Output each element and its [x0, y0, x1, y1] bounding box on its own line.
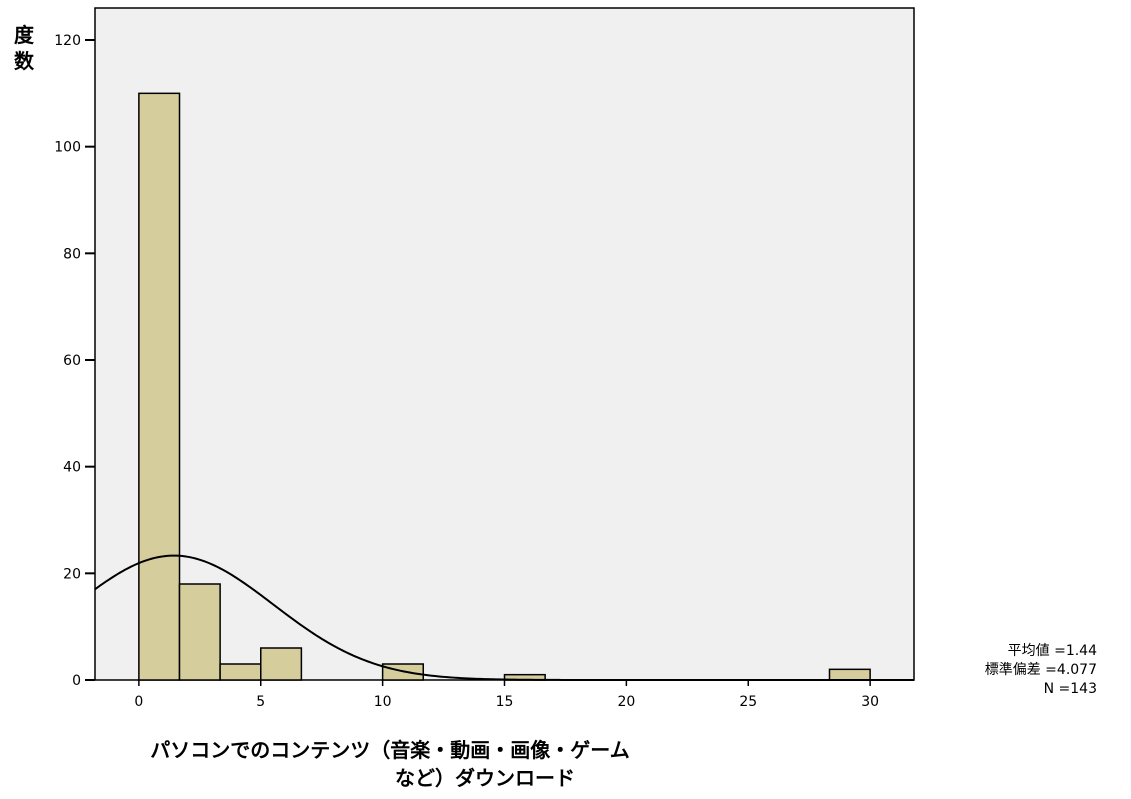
- x-axis-label-line-2: など）ダウンロード: [395, 766, 575, 790]
- y-tick-label: 120: [54, 33, 81, 49]
- bars-group: [138, 92, 871, 681]
- y-tick-label: 20: [63, 566, 81, 582]
- statistics-box: 平均値 =1.44 標準偏差 =4.077 N =143: [985, 643, 1097, 697]
- plot-area: [94, 7, 915, 681]
- y-tick-label: 80: [63, 246, 81, 262]
- x-tick-label: 15: [496, 694, 514, 710]
- y-tick-label: 60: [63, 353, 81, 369]
- y-axis-label: 度数: [14, 23, 35, 73]
- histogram-bar: [178, 583, 221, 681]
- stat-n: N =143: [1044, 681, 1097, 697]
- y-tick-label: 100: [54, 140, 81, 156]
- y-tick-label: 0: [72, 673, 81, 689]
- histogram-bar: [260, 647, 303, 681]
- histogram-bar: [138, 92, 181, 681]
- x-tick-label: 5: [256, 694, 265, 710]
- y-axis-label-char: 数: [14, 49, 35, 73]
- x-tick-label: 30: [861, 694, 879, 710]
- normal-curve: [94, 554, 914, 681]
- y-axis-label-char: 度: [14, 23, 35, 47]
- x-tick-label: 10: [374, 694, 392, 710]
- x-axis-label: パソコンでのコンテンツ（音楽・動画・画像・ゲーム など）ダウンロード: [150, 738, 629, 790]
- x-axis-label-line-1: パソコンでのコンテンツ（音楽・動画・画像・ゲーム: [150, 738, 629, 762]
- histogram-bar: [828, 668, 871, 681]
- y-tick-label: 40: [63, 460, 81, 476]
- x-tick-label: 20: [617, 694, 635, 710]
- x-axis: 0 5 10 15 20 25 30: [134, 680, 879, 710]
- x-tick-label: 0: [134, 694, 143, 710]
- stat-sd: 標準偏差 =4.077: [985, 662, 1097, 678]
- histogram-bar: [219, 663, 262, 681]
- x-tick-label: 25: [739, 694, 757, 710]
- y-axis: 0 20 40 60 80 100 120: [54, 33, 95, 689]
- stat-mean: 平均値 =1.44: [1008, 643, 1097, 659]
